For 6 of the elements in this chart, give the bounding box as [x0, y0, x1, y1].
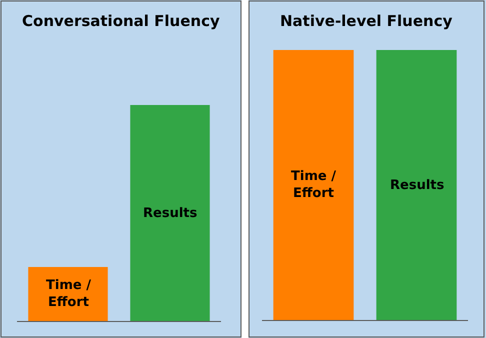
annotation: Results: [390, 178, 444, 193]
annotation: Time / Effort: [46, 278, 92, 310]
annotation: Results: [143, 206, 198, 221]
annotation: Time / Effort: [291, 169, 336, 201]
chart-title: Native-level Fluency: [280, 12, 453, 30]
chart-title: Conversational Fluency: [22, 12, 220, 30]
